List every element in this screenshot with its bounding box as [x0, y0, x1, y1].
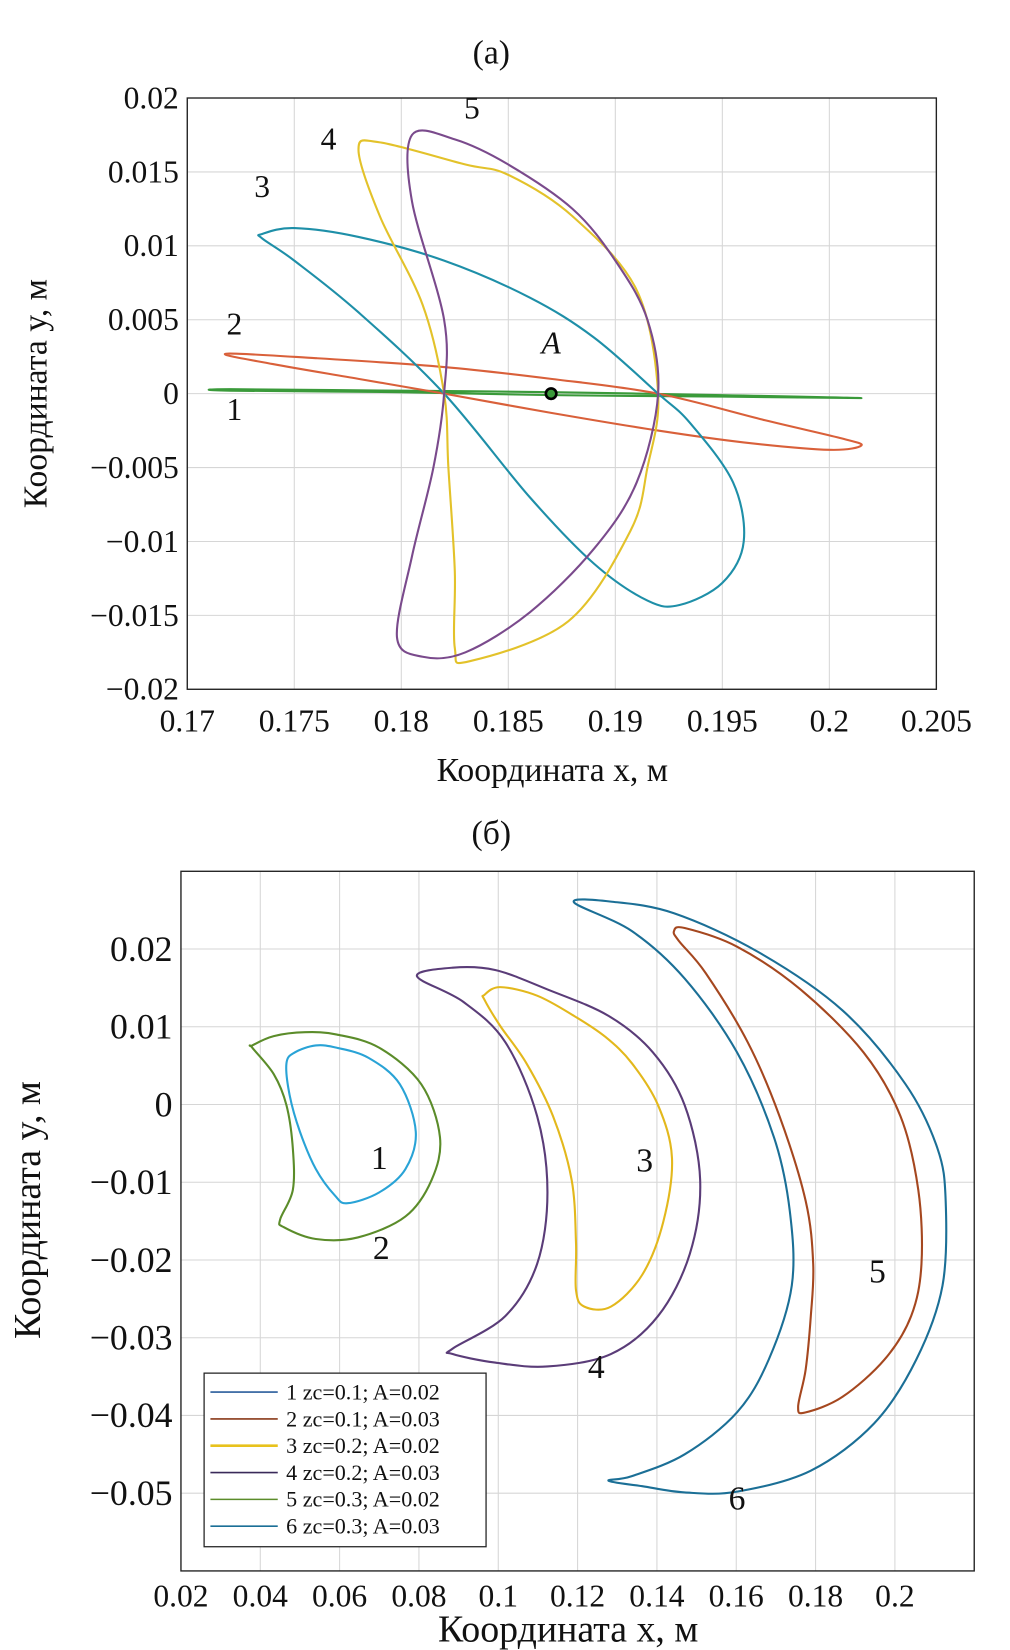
- curve-label: 4: [588, 1349, 605, 1386]
- y-tick-label: 0.02: [110, 929, 173, 969]
- y-tick-label: 0: [155, 1084, 173, 1124]
- trajectory-curve-3: [257, 227, 746, 608]
- curve-label: 2: [373, 1230, 390, 1267]
- x-tick-label: 0.175: [259, 703, 330, 738]
- x-tick-label: 0.04: [233, 1579, 288, 1614]
- trajectory-curve-4: [415, 965, 702, 1368]
- trajectory-curve-1: [285, 1044, 417, 1205]
- legend-entry: 3 zc=0.2; A=0.02: [286, 1433, 440, 1458]
- curve-label: 5: [869, 1254, 886, 1291]
- x-tick-label: 0.2: [810, 703, 849, 738]
- legend-entry: 1 zc=0.1; A=0.02: [286, 1379, 440, 1404]
- y-tick-label: 0.02: [124, 80, 179, 115]
- x-tick-label: 0.185: [473, 703, 544, 738]
- curve-label: 6: [729, 1481, 746, 1518]
- y-tick-label: 0.005: [108, 302, 179, 337]
- y-tick-label: −0.03: [90, 1318, 173, 1358]
- chart-b-xlabel: Координата x, м: [438, 1608, 698, 1650]
- y-tick-label: −0.02: [106, 672, 179, 707]
- x-tick-label: 0.2: [875, 1579, 914, 1614]
- legend-entry: 5 zc=0.3; A=0.02: [286, 1487, 440, 1512]
- legend-entry: 4 zc=0.2; A=0.03: [286, 1460, 440, 1485]
- trajectory-curve-6: [572, 898, 948, 1495]
- x-tick-label: 0.16: [709, 1579, 764, 1614]
- y-tick-label: 0: [163, 376, 179, 411]
- axes-frame: [186, 97, 938, 690]
- x-tick-label: 0.18: [374, 703, 429, 738]
- curve-label: 1: [371, 1140, 388, 1177]
- x-tick-label: 0.19: [588, 703, 643, 738]
- y-tick-label: −0.02: [90, 1240, 173, 1280]
- y-tick-label: 0.01: [110, 1007, 173, 1047]
- x-tick-label: 0.12: [550, 1579, 605, 1614]
- y-tick-label: −0.05: [90, 1473, 173, 1513]
- x-tick-label: 0.18: [788, 1579, 843, 1614]
- point-a-marker: [544, 387, 558, 401]
- y-tick-label: −0.04: [90, 1395, 173, 1435]
- trajectory-curve-2: [223, 352, 863, 451]
- chart-b-plot: 0.02 0.04 0.06 0.08 0.1 0.12 0.14 0.16 0.18 0.2 0.…: [90, 870, 975, 1614]
- x-tick-label: 0.205: [901, 703, 972, 738]
- legend-entry: 2 zc=0.1; A=0.03: [286, 1406, 440, 1431]
- y-tick-label: −0.005: [90, 450, 179, 485]
- chart-a-title: (a): [473, 34, 510, 71]
- y-tick-label: −0.01: [106, 524, 179, 559]
- trajectory-curve-5: [395, 129, 660, 660]
- annotation-label: A: [539, 326, 561, 361]
- legend-box: [203, 1372, 487, 1548]
- y-tick-label: −0.015: [90, 598, 179, 633]
- y-tick-label: 0.015: [108, 154, 179, 189]
- legend-entry: 6 zc=0.3; A=0.03: [286, 1514, 440, 1539]
- trajectory-curve-1: [207, 388, 863, 400]
- curve-label: 2: [226, 307, 242, 342]
- y-tick-label: 0.01: [124, 228, 179, 263]
- trajectory-curve-2: [248, 1031, 442, 1242]
- curve-label: 4: [321, 122, 337, 157]
- trajectory-curve-3: [481, 986, 674, 1311]
- curve-label: 3: [254, 169, 270, 204]
- curve-label: 3: [636, 1142, 653, 1179]
- y-tick-label: −0.01: [90, 1162, 173, 1202]
- x-tick-label: 0.17: [160, 703, 215, 738]
- x-tick-label: 0.08: [391, 1579, 446, 1614]
- chart-b-ylabel: Координата y, м: [7, 1081, 49, 1339]
- axes-frame: [180, 870, 975, 1572]
- chart-a-ylabel: Координата y, м: [17, 279, 54, 508]
- chart-b-title: (б): [472, 815, 512, 852]
- chart-a-plot: 0.17 0.175 0.18 0.185 0.19 0.195 0.2 0.205 0.02 0…: [90, 80, 972, 738]
- x-tick-label: 0.06: [312, 1579, 367, 1614]
- curve-label: 5: [464, 91, 480, 126]
- trajectory-curve-4: [357, 139, 660, 665]
- x-tick-label: 0.14: [629, 1579, 684, 1614]
- x-tick-label: 0.02: [153, 1579, 208, 1614]
- curve-label: 1: [226, 392, 242, 427]
- trajectory-curve-5: [672, 926, 924, 1415]
- chart-a-xlabel: Координата x, м: [437, 752, 668, 789]
- x-tick-label: 0.1: [479, 1579, 518, 1614]
- x-tick-label: 0.195: [687, 703, 758, 738]
